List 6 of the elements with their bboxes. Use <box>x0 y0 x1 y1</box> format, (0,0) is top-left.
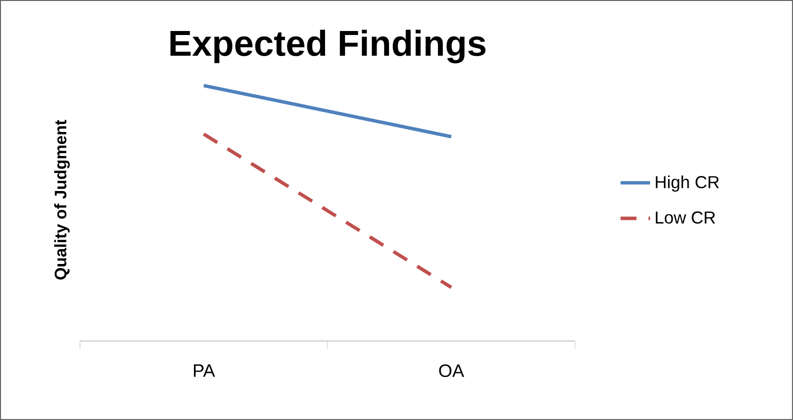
legend-label: High CR <box>656 176 719 192</box>
y-axis-title: Quality of Judgment <box>54 120 70 280</box>
chart-title: Expected Findings <box>170 30 486 64</box>
x-tick-label: PA <box>194 364 216 377</box>
legend-label: Low CR <box>656 211 716 224</box>
x-tick-label: OA <box>439 364 464 378</box>
